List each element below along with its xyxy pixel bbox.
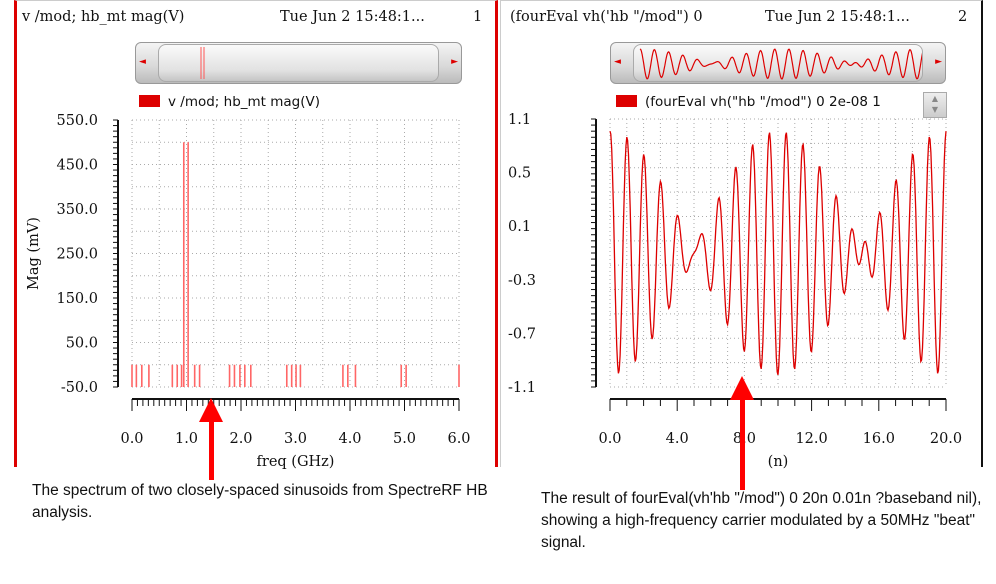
zoom-scrollbar[interactable]: ◄ ► [135, 42, 462, 84]
panel-title: v /mod; hb_mt mag(V) [22, 9, 185, 25]
x-tick-label: 0.0 [120, 431, 143, 447]
y-tick-label: 50.0 [66, 336, 98, 352]
x-tick-label: 3.0 [284, 431, 307, 447]
y-tick-label: 350.0 [56, 202, 98, 218]
legend-swatch [616, 95, 637, 107]
spectrum-preview [200, 47, 205, 79]
y-tick-label: -50.0 [61, 380, 98, 396]
annotation-arrow-left [199, 398, 223, 480]
y-tick-label: 550.0 [56, 113, 98, 129]
y-tick-label: 150.0 [56, 291, 98, 307]
x-tick-label: 0.0 [598, 431, 621, 447]
x-axis-label: (n) [768, 454, 789, 470]
x-tick-label: 16.0 [863, 431, 895, 447]
y-tick-label: -0.7 [508, 326, 536, 342]
x-tick-label: 12.0 [795, 431, 827, 447]
y-axis-label: Mag (mV) [26, 217, 42, 290]
legend-swatch [139, 95, 160, 107]
y-tick-label: 0.5 [508, 166, 531, 182]
panel-title: (fourEval vh('hb "/mod") 0 [510, 9, 703, 25]
caption-left: The spectrum of two closely-spaced sinus… [32, 482, 488, 521]
scrollbar-thumb[interactable] [158, 44, 439, 82]
waveform-preview [639, 48, 925, 80]
waveform-trace [609, 131, 947, 375]
caption-right: The result of fourEval(vh'hb "/mod") 0 2… [541, 490, 982, 551]
plot-window-1: v /mod; hb_mt mag(V) Tue Jun 2 15:48:1..… [14, 0, 498, 467]
scrollbar-thumb[interactable] [633, 44, 925, 82]
charts: 0.0 1.0 2.0 3.0 4.0 5.0 6.0 550.0 450.0 350.0 250.… [26, 112, 962, 470]
y-tick-label: -1.1 [508, 380, 536, 396]
scroll-right-icon[interactable]: ► [935, 57, 942, 67]
x-tick-label: 4.0 [666, 431, 689, 447]
y-tick-label: 0.1 [508, 219, 531, 235]
window-number: 2 [958, 9, 968, 25]
x-tick-label: 5.0 [393, 431, 416, 447]
x-tick-label: 1.0 [175, 431, 198, 447]
y-tick-label: 1.1 [508, 112, 531, 128]
timestamp: Tue Jun 2 15:48:1... [280, 9, 425, 25]
scroll-right-icon[interactable]: ► [451, 57, 458, 67]
legend-label: v /mod; hb_mt mag(V) [168, 94, 321, 110]
legend-scroll-spinner[interactable]: ▲ ▼ [923, 92, 947, 118]
y-tick-label: 250.0 [56, 247, 98, 263]
legend-entry: (fourEval vh("hb "/mod") 0 2e-08 1 [616, 94, 881, 110]
x-axis-label: freq (GHz) [257, 454, 335, 470]
y-tick-label: 450.0 [56, 158, 98, 174]
preview-trace [639, 48, 925, 80]
scroll-left-icon[interactable]: ◄ [614, 57, 621, 67]
x-tick-label: 4.0 [338, 431, 361, 447]
window-number: 1 [473, 9, 483, 25]
x-tick-label: 6.0 [447, 431, 470, 447]
x-tick-label: 20.0 [930, 431, 962, 447]
y-tick-label: -0.3 [508, 273, 536, 289]
zoom-scrollbar[interactable]: ◄ ► [610, 42, 946, 84]
timestamp: Tue Jun 2 15:48:1... [765, 9, 910, 25]
legend-label: (fourEval vh("hb "/mod") 0 2e-08 1 [645, 94, 881, 110]
scroll-left-icon[interactable]: ◄ [139, 57, 146, 67]
x-tick-label: 2.0 [229, 431, 252, 447]
legend-entry: v /mod; hb_mt mag(V) [139, 94, 320, 110]
annotation-arrow-right [730, 376, 754, 490]
